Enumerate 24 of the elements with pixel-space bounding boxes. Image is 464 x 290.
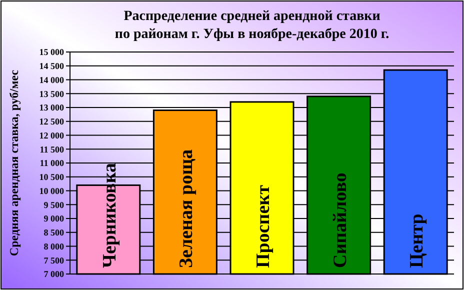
chart-title: Распределение средней арендной ставки по районам г. Уфы в ноябре-декабре 2010 г. bbox=[114, 9, 390, 42]
x-tick-label: Сипайлово bbox=[330, 172, 351, 268]
y-tick-label: 11 000 bbox=[40, 158, 64, 168]
y-axis-title: Средняя арендная ставка, руб/мес bbox=[7, 69, 21, 256]
y-tick-label: 8 500 bbox=[44, 228, 64, 238]
y-tick-label: 15 000 bbox=[39, 47, 64, 58]
y-tick-label: 12 500 bbox=[39, 116, 64, 127]
y-tick-label: 11 500 bbox=[40, 144, 64, 154]
y-tick-label: 10 000 bbox=[39, 186, 64, 196]
y-tick-label: 10 500 bbox=[39, 172, 64, 182]
y-tick-label: 13 000 bbox=[39, 102, 64, 113]
y-tick-label: 13 500 bbox=[39, 88, 64, 99]
y-tick-label: 9 500 bbox=[44, 200, 64, 210]
y-tick-label: 7 000 bbox=[44, 269, 64, 280]
y-tick-label: 12 000 bbox=[39, 130, 64, 140]
y-tick-label: 14 500 bbox=[39, 61, 64, 72]
y-tick-label: 8 000 bbox=[44, 241, 64, 252]
x-tick-label: Зеленая роща bbox=[176, 148, 198, 268]
y-tick-label: 7 500 bbox=[44, 255, 64, 266]
x-tick-label: Черниковка bbox=[99, 162, 120, 268]
y-tick-label: 14 000 bbox=[39, 74, 64, 85]
x-tick-label: Проспект bbox=[253, 184, 274, 268]
y-tick-label: 9 000 bbox=[44, 214, 64, 224]
x-tick-label: Центр bbox=[406, 214, 428, 268]
